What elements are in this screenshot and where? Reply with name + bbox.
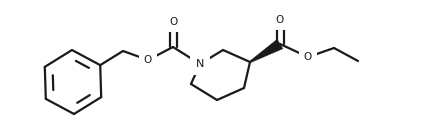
Text: O: O <box>169 17 177 27</box>
Polygon shape <box>250 39 283 63</box>
Text: O: O <box>144 55 152 65</box>
Text: O: O <box>304 52 312 62</box>
Text: O: O <box>276 15 284 25</box>
Text: N: N <box>196 59 204 69</box>
